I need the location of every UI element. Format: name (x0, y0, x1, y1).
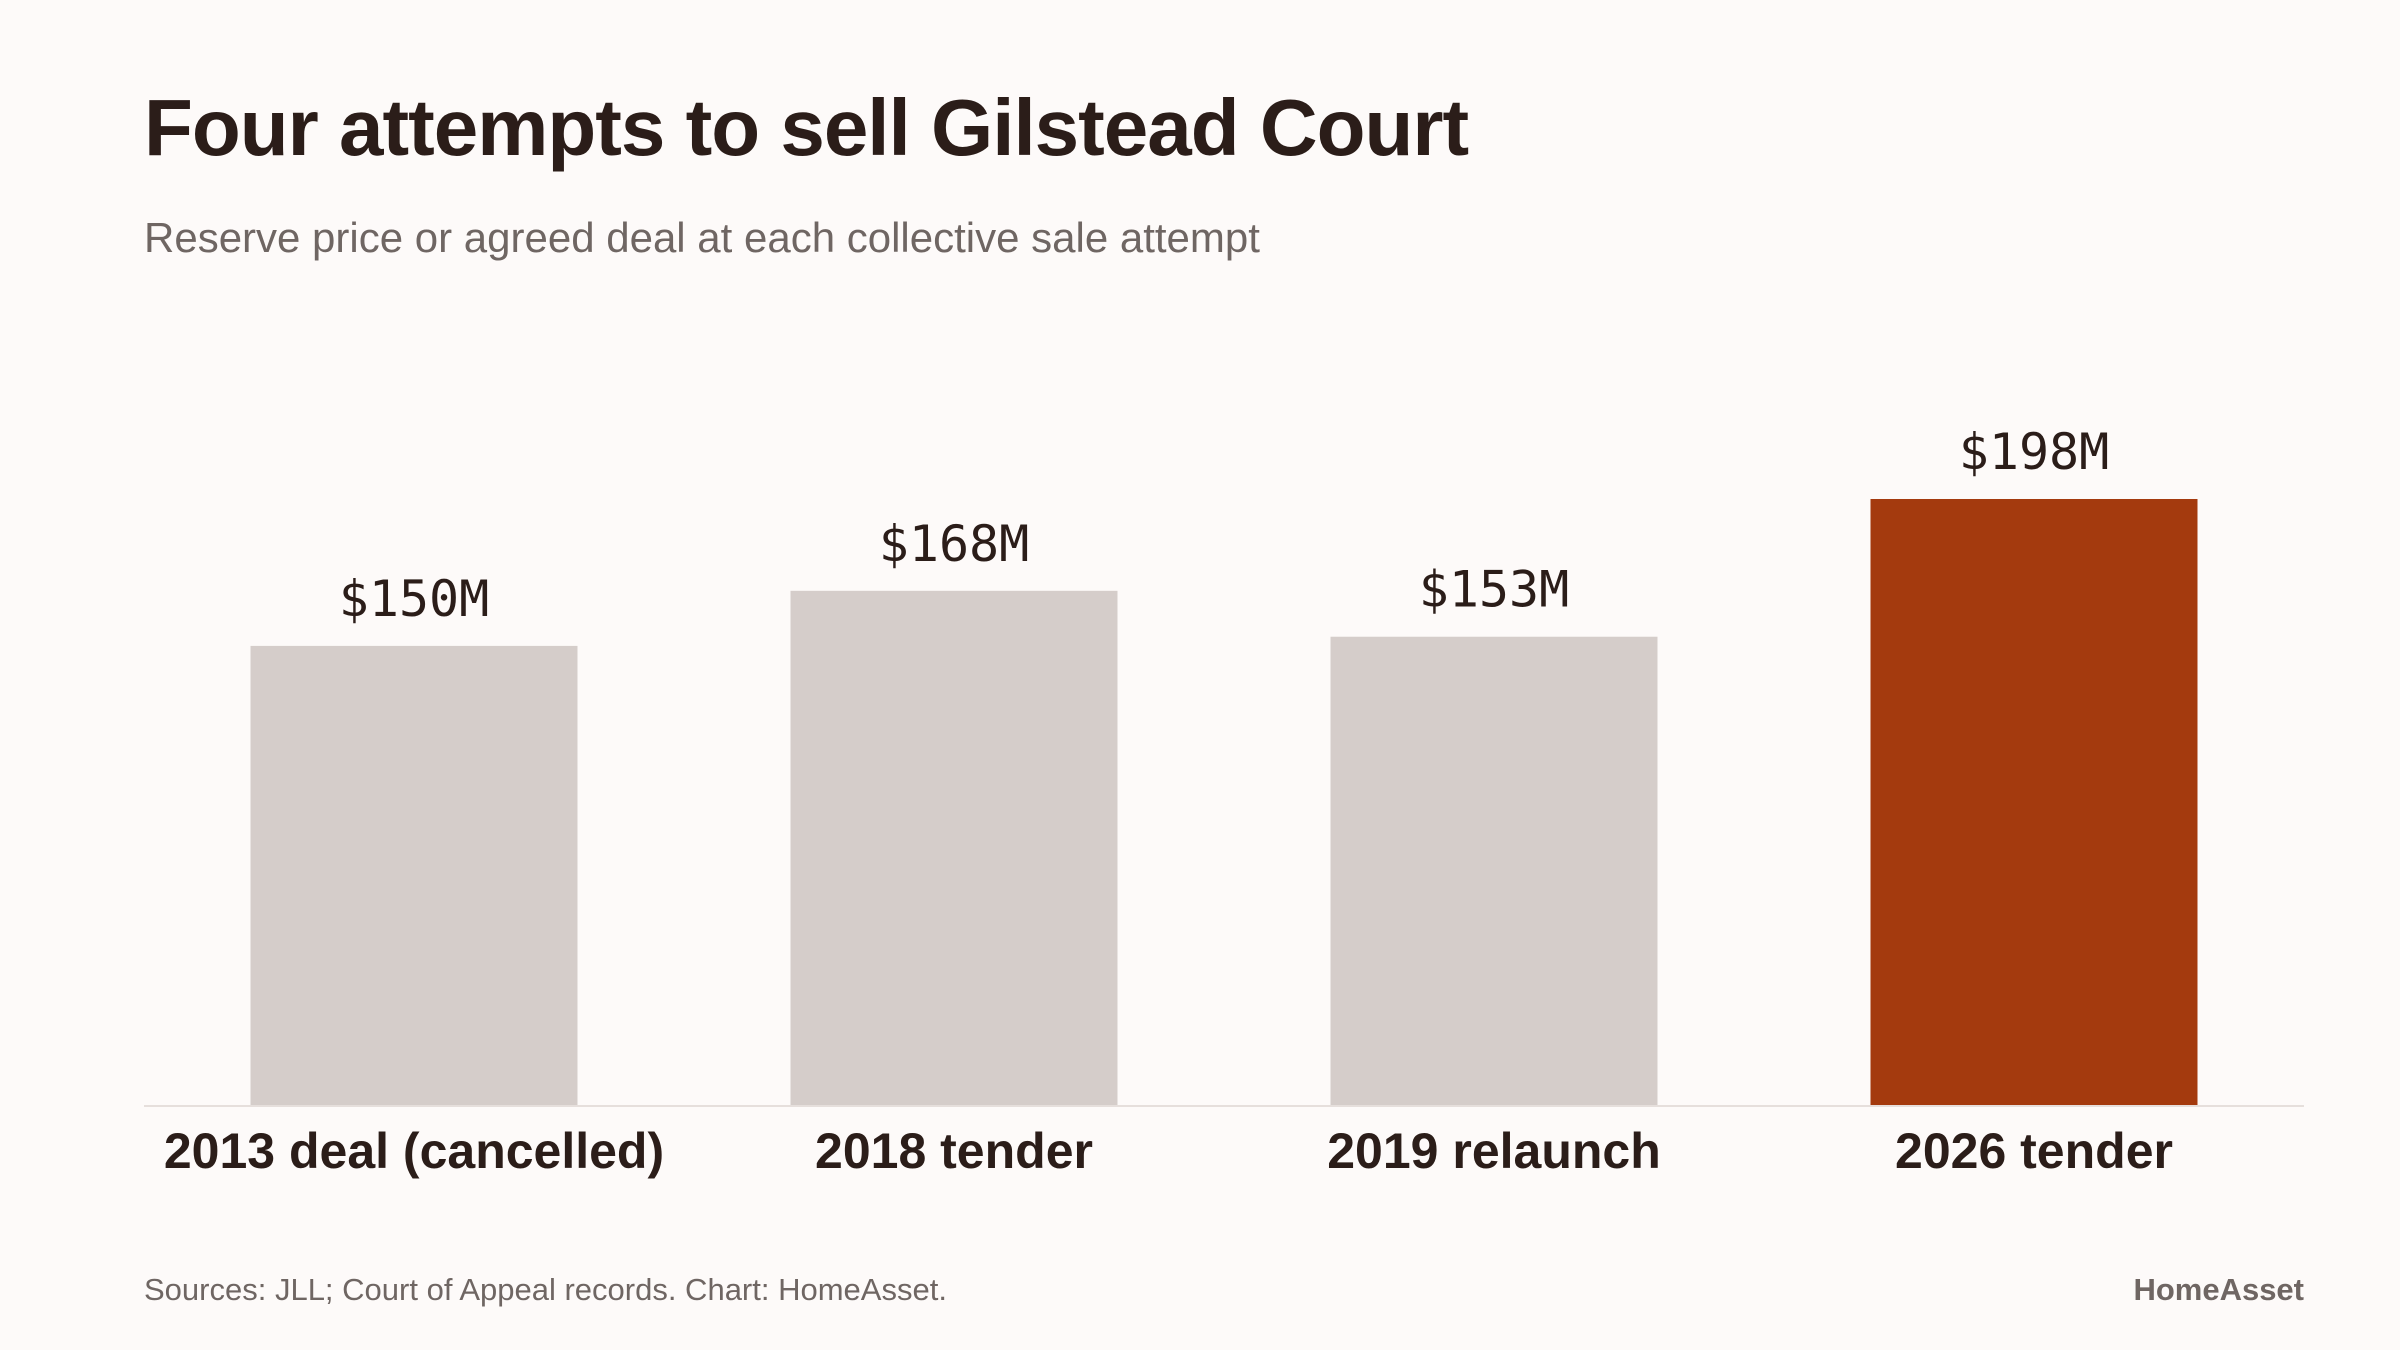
category-label-4: 2026 tender (1895, 1123, 2173, 1179)
category-label-3: 2019 relaunch (1327, 1123, 1661, 1179)
data-label-4: $198M (1959, 423, 2110, 481)
source-note: Sources: JLL; Court of Appeal records. C… (144, 1272, 947, 1307)
brand-logo-text: HomeAsset (2133, 1272, 2304, 1307)
data-label-2: $168M (879, 515, 1030, 573)
bar-1 (250, 645, 578, 1105)
data-label-1: $150M (339, 570, 490, 628)
category-label-2: 2018 tender (815, 1123, 1093, 1179)
bar-3 (1330, 636, 1658, 1105)
data-label-3: $153M (1419, 561, 1570, 619)
chart-subtitle: Reserve price or agreed deal at each col… (144, 214, 1260, 261)
bars-group (250, 499, 2198, 1105)
bar-4 (1870, 499, 2198, 1105)
category-label-1: 2013 deal (cancelled) (164, 1123, 664, 1179)
labels-group: $150M 2013 deal (cancelled) $168M 2018 tend… (164, 423, 2173, 1179)
bar-2 (790, 590, 1118, 1105)
chart-title: Four attempts to sell Gilstead Court (144, 83, 1469, 172)
